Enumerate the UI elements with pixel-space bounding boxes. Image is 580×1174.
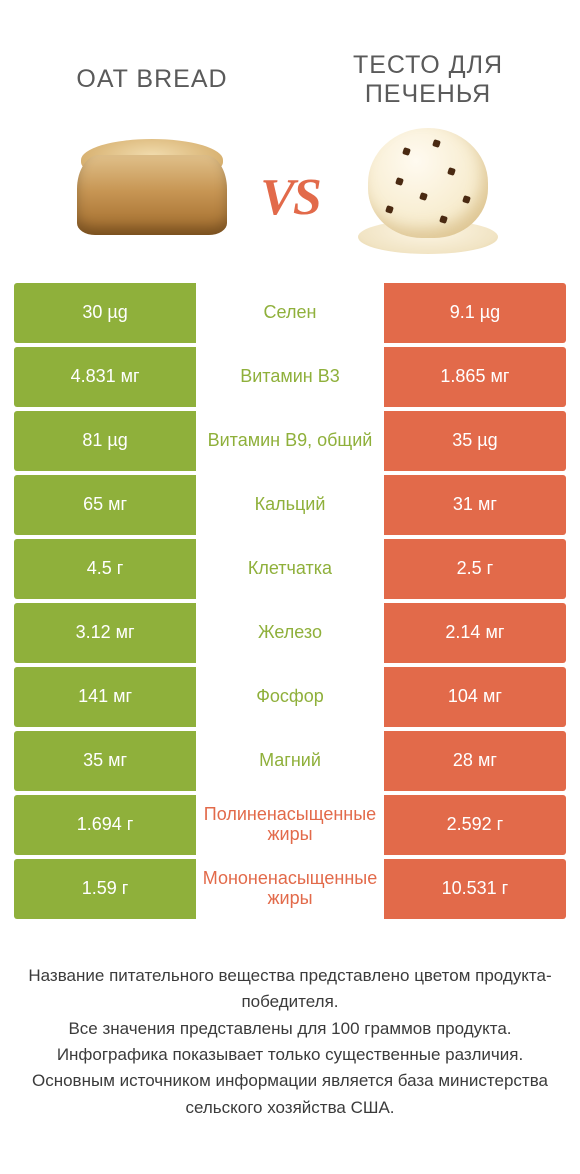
comparison-header: OAT BREAD VS ТЕСТО ДЛЯ ПЕЧЕНЬЯ bbox=[14, 18, 566, 283]
nutrient-label: Витамин B9, общий bbox=[196, 411, 384, 471]
nutrient-label: Витамин B3 bbox=[196, 347, 384, 407]
right-value: 10.531 г bbox=[384, 859, 566, 919]
cookie-dough-illustration bbox=[348, 118, 508, 258]
footer-line: Основным источником информации является … bbox=[24, 1068, 556, 1121]
nutrient-row: 3.12 мгЖелезо2.14 мг bbox=[14, 603, 566, 663]
right-value: 35 µg bbox=[384, 411, 566, 471]
right-value: 1.865 мг bbox=[384, 347, 566, 407]
vs-label: VS bbox=[260, 168, 320, 227]
left-product-column: OAT BREAD bbox=[14, 18, 290, 263]
right-value: 28 мг bbox=[384, 731, 566, 791]
nutrient-label: Кальций bbox=[196, 475, 384, 535]
left-value: 4.831 мг bbox=[14, 347, 196, 407]
right-value: 104 мг bbox=[384, 667, 566, 727]
left-value: 30 µg bbox=[14, 283, 196, 343]
right-product-title: ТЕСТО ДЛЯ ПЕЧЕНЬЯ bbox=[290, 18, 566, 113]
nutrient-comparison-table: 30 µgСелен9.1 µg4.831 мгВитамин B31.865 … bbox=[14, 283, 566, 919]
left-value: 141 мг bbox=[14, 667, 196, 727]
nutrient-label: Железо bbox=[196, 603, 384, 663]
left-value: 3.12 мг bbox=[14, 603, 196, 663]
left-value: 81 µg bbox=[14, 411, 196, 471]
nutrient-label: Клетчатка bbox=[196, 539, 384, 599]
bread-illustration bbox=[67, 133, 237, 243]
nutrient-label: Мононенасыщенные жиры bbox=[196, 859, 384, 919]
left-value: 1.59 г bbox=[14, 859, 196, 919]
nutrient-row: 4.831 мгВитамин B31.865 мг bbox=[14, 347, 566, 407]
nutrient-row: 1.694 гПолиненасыщенные жиры2.592 г bbox=[14, 795, 566, 855]
nutrient-label: Магний bbox=[196, 731, 384, 791]
left-value: 4.5 г bbox=[14, 539, 196, 599]
nutrient-row: 65 мгКальций31 мг bbox=[14, 475, 566, 535]
right-value: 31 мг bbox=[384, 475, 566, 535]
right-value: 2.14 мг bbox=[384, 603, 566, 663]
right-value: 9.1 µg bbox=[384, 283, 566, 343]
nutrient-label: Селен bbox=[196, 283, 384, 343]
right-product-image bbox=[290, 113, 566, 263]
right-product-column: ТЕСТО ДЛЯ ПЕЧЕНЬЯ bbox=[290, 18, 566, 263]
nutrient-row: 35 мгМагний28 мг bbox=[14, 731, 566, 791]
nutrient-label: Полиненасыщенные жиры bbox=[196, 795, 384, 855]
nutrient-row: 30 µgСелен9.1 µg bbox=[14, 283, 566, 343]
footer-line: Название питательного вещества представл… bbox=[24, 963, 556, 1016]
nutrient-row: 1.59 гМононенасыщенные жиры10.531 г bbox=[14, 859, 566, 919]
right-value: 2.5 г bbox=[384, 539, 566, 599]
right-value: 2.592 г bbox=[384, 795, 566, 855]
left-value: 35 мг bbox=[14, 731, 196, 791]
footer-line: Инфографика показывает только существенн… bbox=[24, 1042, 556, 1068]
nutrient-row: 81 µgВитамин B9, общий35 µg bbox=[14, 411, 566, 471]
footer-notes: Название питательного вещества представл… bbox=[14, 963, 566, 1121]
nutrient-row: 141 мгФосфор104 мг bbox=[14, 667, 566, 727]
nutrient-row: 4.5 гКлетчатка2.5 г bbox=[14, 539, 566, 599]
nutrient-label: Фосфор bbox=[196, 667, 384, 727]
left-value: 1.694 г bbox=[14, 795, 196, 855]
footer-line: Все значения представлены для 100 граммо… bbox=[24, 1016, 556, 1042]
left-value: 65 мг bbox=[14, 475, 196, 535]
left-product-image bbox=[14, 113, 290, 263]
left-product-title: OAT BREAD bbox=[14, 18, 290, 113]
